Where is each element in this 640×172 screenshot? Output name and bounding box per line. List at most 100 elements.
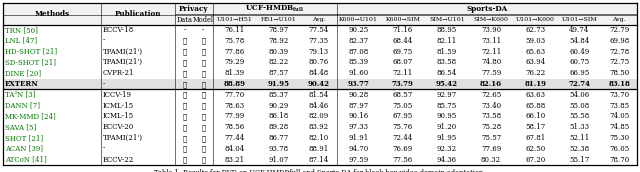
- Text: ✓: ✓: [201, 37, 205, 45]
- Text: 91.95: 91.95: [436, 134, 457, 142]
- Text: 76.05: 76.05: [609, 145, 629, 153]
- Text: ✗: ✗: [182, 101, 187, 110]
- Bar: [3, 3, 637, 24]
- Text: 72.11: 72.11: [481, 47, 501, 56]
- Text: 86.54: 86.54: [436, 69, 457, 77]
- Text: 62.73: 62.73: [525, 26, 545, 34]
- Text: ✓: ✓: [182, 134, 187, 142]
- Text: 87.08: 87.08: [349, 47, 369, 56]
- Text: TPAMI(21'): TPAMI(21'): [102, 58, 143, 66]
- Text: 78.56: 78.56: [225, 123, 245, 131]
- Text: 74.80: 74.80: [481, 58, 501, 66]
- Text: 68.44: 68.44: [392, 37, 413, 45]
- Text: 73.70: 73.70: [609, 91, 629, 99]
- Text: 95.42: 95.42: [436, 80, 458, 88]
- Bar: [3, 78, 637, 89]
- Text: TPAMI(21'): TPAMI(21'): [102, 134, 143, 142]
- Text: 83.18: 83.18: [608, 80, 630, 88]
- Text: SIM→U101: SIM→U101: [429, 17, 465, 22]
- Text: 97.33: 97.33: [349, 123, 369, 131]
- Text: 82.11: 82.11: [436, 37, 457, 45]
- Text: 86.18: 86.18: [269, 112, 289, 120]
- Text: K600→U101: K600→U101: [339, 17, 378, 22]
- Text: ✓: ✓: [201, 69, 205, 77]
- Text: 88.91: 88.91: [308, 145, 329, 153]
- Text: 90.95: 90.95: [436, 112, 457, 120]
- Text: Avg.: Avg.: [612, 17, 626, 22]
- Text: 80.76: 80.76: [308, 58, 329, 66]
- Text: DANN [7]: DANN [7]: [5, 101, 40, 110]
- Text: Publication: Publication: [115, 10, 161, 18]
- Text: 83.58: 83.58: [437, 58, 457, 66]
- Text: Sports-DA: Sports-DA: [466, 5, 508, 13]
- Text: 91.07: 91.07: [269, 155, 289, 164]
- Text: 90.42: 90.42: [308, 80, 330, 88]
- Text: 91.60: 91.60: [349, 69, 369, 77]
- Text: 82.16: 82.16: [480, 80, 502, 88]
- Text: 72.11: 72.11: [392, 69, 413, 77]
- Text: UCF-HMDB$_\mathregular{full}$: UCF-HMDB$_\mathregular{full}$: [245, 4, 304, 14]
- Text: ✓: ✓: [182, 80, 187, 88]
- Text: 67.81: 67.81: [525, 134, 545, 142]
- Text: 81.19: 81.19: [524, 80, 546, 88]
- Text: 82.09: 82.09: [308, 112, 329, 120]
- Text: CVPR-21: CVPR-21: [102, 69, 134, 77]
- Text: -: -: [102, 80, 105, 88]
- Text: 78.97: 78.97: [269, 26, 289, 34]
- Text: 81.54: 81.54: [308, 91, 329, 99]
- Text: 52.11: 52.11: [569, 134, 589, 142]
- Text: 75.30: 75.30: [609, 134, 629, 142]
- Text: ✗: ✗: [201, 91, 205, 99]
- Text: 83.21: 83.21: [225, 155, 244, 164]
- Text: 67.20: 67.20: [525, 155, 545, 164]
- Text: 88.89: 88.89: [224, 80, 246, 88]
- Text: 94.70: 94.70: [349, 145, 369, 153]
- Text: U101→K600: U101→K600: [516, 17, 555, 22]
- Text: ECCV-18: ECCV-18: [102, 26, 134, 34]
- Text: ✗: ✗: [182, 112, 187, 120]
- Text: 66.10: 66.10: [525, 112, 545, 120]
- Text: 76.11: 76.11: [225, 26, 245, 34]
- Text: ATCoN [41]: ATCoN [41]: [5, 155, 47, 164]
- Text: 87.14: 87.14: [308, 155, 329, 164]
- Text: 77.59: 77.59: [481, 69, 501, 77]
- Text: 77.70: 77.70: [225, 91, 245, 99]
- Text: ✗: ✗: [182, 145, 187, 153]
- Text: 87.97: 87.97: [349, 101, 369, 110]
- Text: 77.69: 77.69: [481, 145, 501, 153]
- Text: Model: Model: [193, 15, 214, 24]
- Text: ICML-15: ICML-15: [102, 101, 134, 110]
- Text: SIM→K600: SIM→K600: [474, 17, 509, 22]
- Text: 79.29: 79.29: [225, 58, 245, 66]
- Text: 72.65: 72.65: [481, 91, 501, 99]
- Text: 74.85: 74.85: [609, 123, 629, 131]
- Text: 65.88: 65.88: [525, 101, 545, 110]
- Text: ✗: ✗: [201, 145, 205, 153]
- Text: 73.85: 73.85: [609, 101, 629, 110]
- Text: Privacy: Privacy: [179, 5, 209, 13]
- Text: LNL [47]: LNL [47]: [5, 37, 37, 45]
- Text: 87.57: 87.57: [269, 69, 289, 77]
- Text: -: -: [202, 26, 205, 34]
- Text: 75.78: 75.78: [225, 37, 245, 45]
- Text: 72.78: 72.78: [609, 47, 629, 56]
- Text: 97.59: 97.59: [349, 155, 369, 164]
- Text: EXTERN: EXTERN: [5, 80, 38, 88]
- Text: 78.70: 78.70: [609, 155, 629, 164]
- Text: 49.74: 49.74: [569, 26, 589, 34]
- Text: 91.95: 91.95: [268, 80, 290, 88]
- Text: 86.77: 86.77: [269, 134, 289, 142]
- Text: 78.50: 78.50: [609, 69, 629, 77]
- Text: 73.90: 73.90: [481, 26, 501, 34]
- Text: Data: Data: [177, 15, 193, 24]
- Text: ✓: ✓: [182, 69, 187, 77]
- Text: 91.91: 91.91: [349, 134, 369, 142]
- Text: ✗: ✗: [201, 101, 205, 110]
- Text: ✓: ✓: [201, 80, 205, 88]
- Text: ✗: ✗: [201, 134, 205, 142]
- Text: TRN [50]: TRN [50]: [5, 26, 38, 34]
- Text: 82.22: 82.22: [269, 58, 289, 66]
- Text: ICML-15: ICML-15: [102, 112, 134, 120]
- Text: 55.17: 55.17: [569, 155, 589, 164]
- Text: 80.39: 80.39: [269, 47, 289, 56]
